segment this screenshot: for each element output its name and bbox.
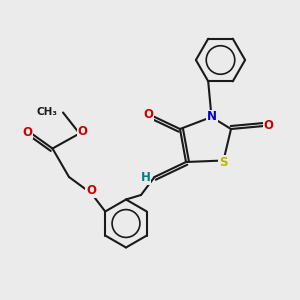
Text: H: H — [141, 171, 150, 184]
Text: O: O — [77, 124, 88, 138]
Text: O: O — [22, 125, 32, 139]
Text: O: O — [263, 119, 274, 132]
Text: O: O — [143, 107, 153, 121]
Text: S: S — [219, 156, 228, 170]
Text: O: O — [86, 184, 96, 197]
Text: CH₃: CH₃ — [37, 106, 58, 117]
Text: N: N — [207, 110, 217, 124]
